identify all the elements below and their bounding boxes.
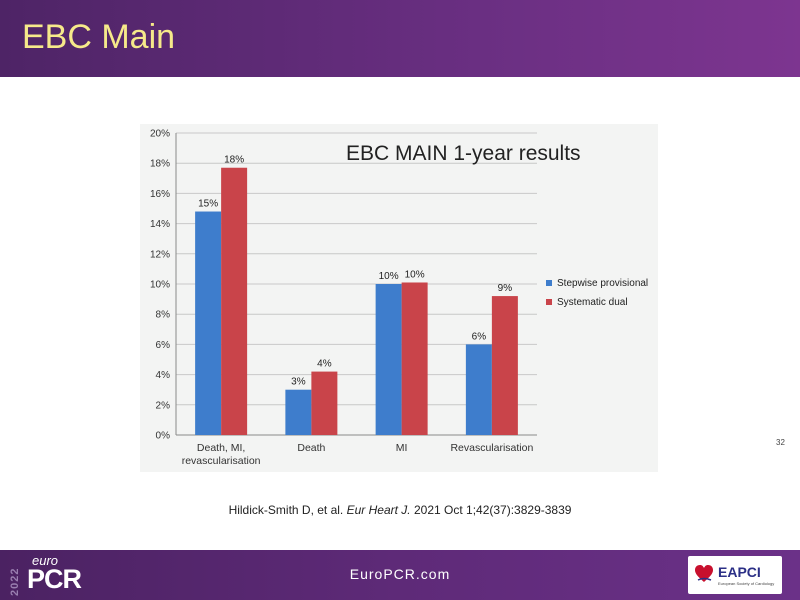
bar xyxy=(195,211,222,435)
y-tick-label: 4% xyxy=(156,370,171,381)
y-tick-label: 12% xyxy=(150,249,170,260)
bar xyxy=(311,371,338,435)
x-tick-label: Revascularisation xyxy=(450,442,533,454)
legend-label: Stepwise provisional xyxy=(557,278,648,289)
slide-header: EBC Main xyxy=(0,0,800,77)
bar xyxy=(375,284,402,435)
bar-chart: 0% 2% 4% 6% 8% 10% 12% 14% 16% 18% 20% 15% 18% Death,… xyxy=(140,124,658,472)
slide-title: EBC Main xyxy=(22,18,176,56)
x-tick-label: Death, MI, xyxy=(197,442,245,454)
legend-swatch xyxy=(546,280,552,286)
footer-website[interactable]: EuroPCR.com xyxy=(349,566,451,582)
heart-icon xyxy=(695,565,713,582)
y-tick-label: 10% xyxy=(150,280,170,291)
y-tick-label: 8% xyxy=(156,310,171,321)
bar xyxy=(491,296,518,435)
y-tick-label: 14% xyxy=(150,219,170,230)
y-tick-label: 20% xyxy=(150,129,170,140)
citation-authors: Hildick-Smith D, et al. xyxy=(228,503,344,517)
chart-canvas: 0% 2% 4% 6% 8% 10% 12% 14% 16% 18% 20% 15% 18% Death,… xyxy=(150,129,648,468)
data-label: 3% xyxy=(291,377,306,388)
y-tick-label: 18% xyxy=(150,159,170,170)
bar xyxy=(401,282,428,435)
legend-label: Systematic dual xyxy=(557,297,628,308)
data-label: 6% xyxy=(472,331,487,342)
eapci-logo-subtitle: European Society of Cardiology xyxy=(718,581,775,586)
x-tick-label: Death xyxy=(297,442,325,454)
citation-journal: Eur Heart J. xyxy=(346,503,411,517)
data-label: 10% xyxy=(379,271,399,282)
page-number: 32 xyxy=(776,438,785,447)
citation-details: 2021 Oct 1;42(37):3829-3839 xyxy=(413,503,572,517)
eapci-logo: EAPCI European Society of Cardiology xyxy=(688,556,782,594)
footer-brand-prefix: euro xyxy=(32,553,59,568)
x-tick-label: revascularisation xyxy=(182,455,261,467)
bar xyxy=(221,167,248,436)
data-label: 4% xyxy=(317,359,332,370)
bar xyxy=(465,344,492,435)
slide-footer: 2022 euro PCR EuroPCR.com EAPCI European… xyxy=(0,550,800,600)
data-label: 18% xyxy=(224,155,244,166)
y-tick-label: 16% xyxy=(150,189,170,200)
citation: Hildick-Smith D, et al. Eur Heart J. 202… xyxy=(0,503,800,517)
eapci-logo-text: EAPCI xyxy=(718,564,761,580)
y-tick-label: 2% xyxy=(156,400,171,411)
legend-swatch xyxy=(546,299,552,305)
data-label: 15% xyxy=(198,199,218,210)
y-tick-label: 6% xyxy=(156,340,171,351)
data-label: 10% xyxy=(405,269,425,280)
x-tick-label: MI xyxy=(396,442,408,454)
footer-brand-main: PCR xyxy=(27,564,82,594)
bar xyxy=(285,389,312,435)
y-tick-label: 0% xyxy=(156,431,171,442)
chart-title: EBC MAIN 1-year results xyxy=(346,142,581,165)
data-label: 9% xyxy=(498,283,513,294)
